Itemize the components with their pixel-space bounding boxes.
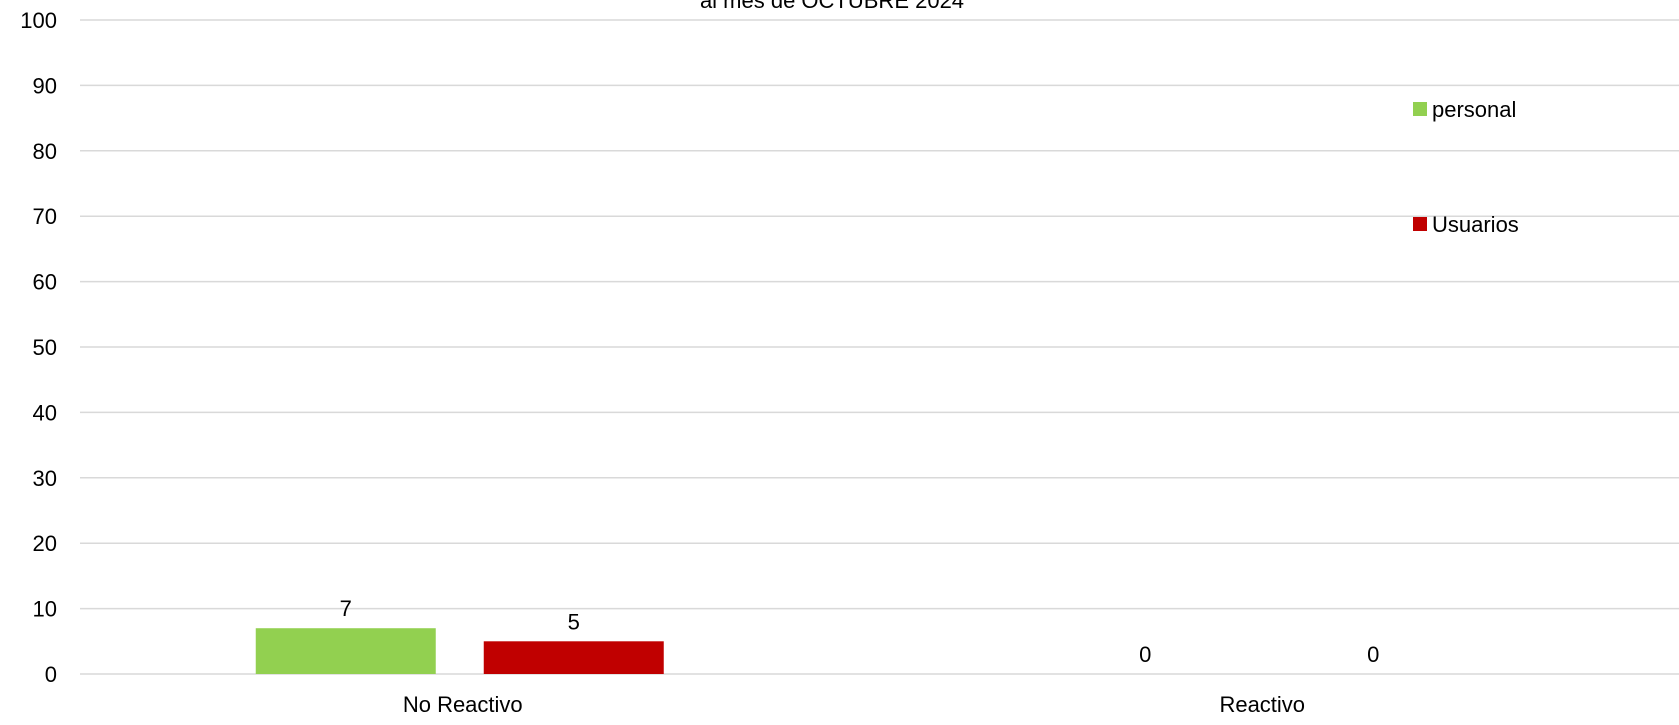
bar-personal — [255, 628, 436, 674]
y-tick-label: 100 — [20, 8, 57, 33]
y-tick-label: 10 — [33, 597, 57, 622]
gridlines — [80, 19, 1679, 675]
data-labels: 7 5 0 0 — [340, 596, 1380, 667]
data-label: 5 — [568, 609, 580, 634]
y-tick-label: 30 — [33, 466, 57, 491]
y-tick-label: 40 — [33, 400, 57, 425]
x-axis-categories: No Reactivo Reactivo — [403, 692, 1305, 717]
legend-label: personal — [1432, 97, 1516, 122]
legend: personal Usuarios — [1413, 97, 1519, 237]
y-axis-ticks: 0 10 20 30 40 50 60 70 80 90 100 — [20, 8, 57, 687]
legend-swatch-personal — [1413, 102, 1427, 116]
y-tick-label: 50 — [33, 335, 57, 360]
y-tick-label: 70 — [33, 204, 57, 229]
x-category-label: No Reactivo — [403, 692, 523, 717]
legend-swatch-usuarios — [1413, 217, 1427, 231]
data-label: 0 — [1367, 642, 1379, 667]
data-label: 0 — [1139, 642, 1151, 667]
data-label: 7 — [340, 596, 352, 621]
y-tick-label: 0 — [45, 662, 57, 687]
bar-usuarios — [483, 641, 664, 674]
chart-title: al mes de OCTUBRE 2024 — [700, 0, 964, 13]
legend-label: Usuarios — [1432, 212, 1519, 237]
x-category-label: Reactivo — [1219, 692, 1305, 717]
bars — [255, 628, 664, 674]
y-tick-label: 20 — [33, 531, 57, 556]
y-tick-label: 60 — [33, 270, 57, 295]
y-tick-label: 80 — [33, 139, 57, 164]
y-tick-label: 90 — [33, 73, 57, 98]
